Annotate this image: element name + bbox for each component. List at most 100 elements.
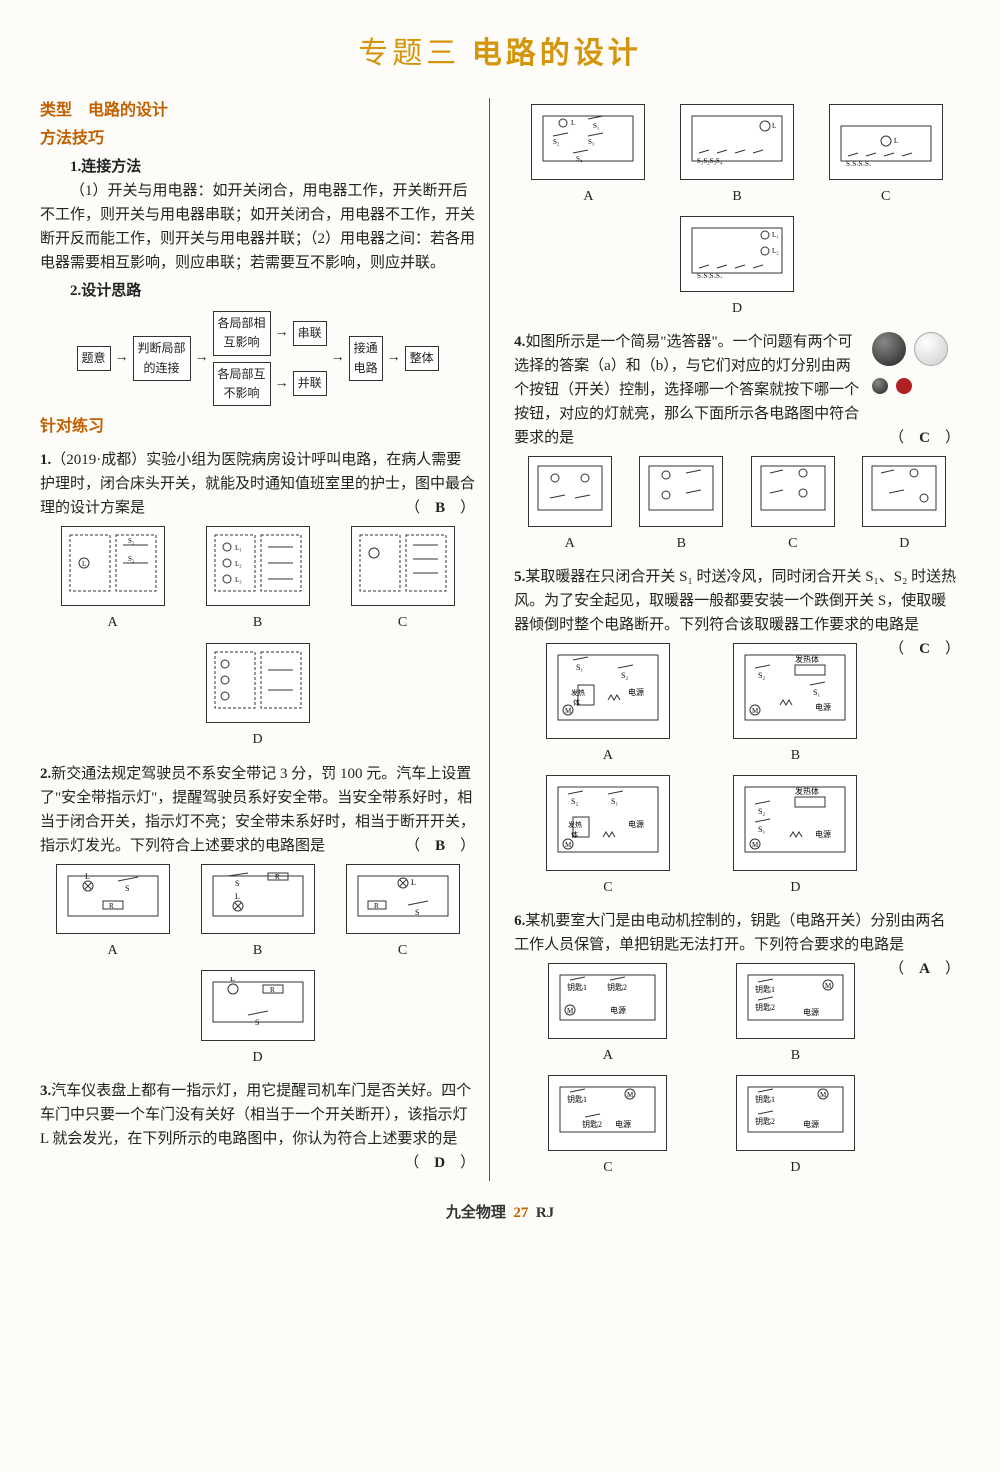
svg-text:钥匙2: 钥匙2 xyxy=(755,1116,775,1126)
question-2: 2.新交通法规定驾驶员不系安全带记 3 分，罚 100 元。汽车上设置了"安全带… xyxy=(40,762,475,858)
svg-text:发热: 发热 xyxy=(571,688,585,697)
option-label: C xyxy=(825,186,947,208)
svg-text:发热体: 发热体 xyxy=(795,654,819,664)
circuit-diagram: 发热体S₂S₁M电源 xyxy=(733,775,857,871)
svg-text:S₄: S₄ xyxy=(576,155,583,163)
svg-text:S₁S₂S₃S₄: S₁S₂S₃S₄ xyxy=(697,272,723,278)
option-label: A xyxy=(524,533,616,555)
option-label: A xyxy=(527,186,649,208)
q3-text: 汽车仪表盘上都有一指示灯，用它提醒司机车门是否关好。四个车门中只要一个车门没有关… xyxy=(40,1083,471,1147)
arrow-icon: → xyxy=(115,347,129,369)
page-footer: 九全物理 27 RJ xyxy=(40,1201,960,1225)
q1-number: 1. xyxy=(40,452,51,468)
svg-text:L: L xyxy=(85,872,90,881)
q1-diagrams: LS₁S₂ A L₁L₂L₃ B C D xyxy=(40,520,475,754)
circuit-diagram xyxy=(351,526,455,607)
footer-edition: RJ xyxy=(536,1205,554,1221)
svg-text:M: M xyxy=(565,841,572,849)
svg-text:S₂: S₂ xyxy=(553,138,560,146)
svg-text:S: S xyxy=(415,908,419,917)
svg-text:L: L xyxy=(82,560,86,568)
svg-text:S₂: S₂ xyxy=(128,555,135,563)
small-button-icon xyxy=(896,378,912,394)
right-column: LS₁S₂S₃S₄ A LS₁S₂S₃S₄ B LS₁S₂S₃S₄ C L₁L₂… xyxy=(510,98,960,1181)
practice-heading: 针对练习 xyxy=(40,414,475,440)
svg-text:M: M xyxy=(567,1007,574,1015)
flow-box-d1: 串联 xyxy=(293,321,327,346)
svg-text:S₂: S₂ xyxy=(758,807,765,816)
option-label: D xyxy=(676,298,798,320)
svg-text:L₂: L₂ xyxy=(772,247,779,255)
svg-text:S₁: S₁ xyxy=(593,122,599,130)
method-heading: 方法技巧 xyxy=(40,126,475,152)
button-b-icon xyxy=(914,332,948,366)
svg-text:S₁: S₁ xyxy=(128,537,134,545)
flow-box-e: 接通 电路 xyxy=(349,336,383,380)
arrow-icon: → xyxy=(387,347,401,369)
svg-text:M: M xyxy=(565,707,572,715)
svg-text:M: M xyxy=(825,982,832,990)
subheading-2: 2.设计思路 xyxy=(40,279,475,303)
circuit-diagram xyxy=(751,456,835,527)
svg-text:电源: 电源 xyxy=(803,1007,819,1017)
option-label: D xyxy=(729,877,861,899)
circuit-diagram: LS₁S₂S₃S₄ xyxy=(680,104,794,180)
svg-text:S₁: S₁ xyxy=(576,663,583,672)
svg-text:电源: 电源 xyxy=(610,1005,626,1015)
q4-diagrams: A B C D xyxy=(514,450,960,557)
option-label: B xyxy=(197,940,319,962)
svg-text:钥匙1: 钥匙1 xyxy=(567,1094,587,1104)
svg-text:L: L xyxy=(571,119,575,127)
option-label: C xyxy=(544,1157,671,1179)
svg-text:L: L xyxy=(772,122,776,130)
svg-text:电源: 电源 xyxy=(628,819,644,829)
option-label: B xyxy=(676,186,798,208)
option-label: B xyxy=(635,533,727,555)
flow-box-f: 整体 xyxy=(405,346,439,371)
option-label: A xyxy=(542,745,674,767)
arrow-icon: → xyxy=(275,322,289,344)
circuit-diagram xyxy=(639,456,723,527)
q3-number: 3. xyxy=(40,1083,51,1099)
circuit-diagram: LRS xyxy=(346,864,460,935)
svg-text:电源: 电源 xyxy=(803,1119,819,1129)
svg-text:M: M xyxy=(820,1091,827,1099)
button-a-icon xyxy=(872,332,906,366)
svg-text:S₁: S₁ xyxy=(611,797,618,806)
svg-text:R: R xyxy=(109,902,114,910)
title-prefix: 专题三 xyxy=(358,37,460,70)
paragraph-1: （1）开关与用电器：如开关闭合，用电器工作，开关断开后不工作，则开关与用电器串联… xyxy=(40,179,475,275)
svg-text:发热: 发热 xyxy=(568,820,582,829)
footer-subject: 九全物理 xyxy=(446,1205,506,1221)
q6-diagrams: 钥匙1钥匙2M电源A 钥匙1钥匙2M电源B 钥匙1M钥匙2电源C 钥匙1M钥匙2… xyxy=(514,957,889,1181)
svg-text:S₁: S₁ xyxy=(813,688,820,697)
svg-text:L: L xyxy=(235,892,240,901)
circuit-diagram: LS₁S₂S₃S₄ xyxy=(531,104,645,180)
question-4: 4.如图所示是一个简易"选答器"。一个问题有两个可选择的答案（a）和（b），与它… xyxy=(514,330,960,450)
option-label: D xyxy=(197,1047,319,1069)
subheading-1: 1.连接方法 xyxy=(40,155,475,179)
question-5: 5.某取暖器在只闭合开关 S₁ 时送冷风，同时闭合开关 S₁、S₂ 时送热风。为… xyxy=(514,565,960,637)
svg-text:电源: 电源 xyxy=(615,1119,631,1129)
question-1: 1.（2019·成都）实验小组为医院病房设计呼叫电路，在病人需要护理时，闭合床头… xyxy=(40,448,475,520)
svg-text:钥匙2: 钥匙2 xyxy=(582,1119,602,1129)
q2-answer: （ B ） xyxy=(405,834,475,858)
svg-text:电源: 电源 xyxy=(815,702,831,712)
question-6: 6.某机要室大门是由电动机控制的，钥匙（电路开关）分别由两名工作人员保管，单把钥… xyxy=(514,909,960,957)
flow-box-d2: 并联 xyxy=(293,371,327,396)
small-button-icon xyxy=(872,378,888,394)
circuit-diagram: 钥匙1M钥匙2电源 xyxy=(548,1075,667,1151)
svg-text:体: 体 xyxy=(571,830,578,839)
page-title: 专题三 电路的设计 xyxy=(40,30,960,78)
svg-text:L₁: L₁ xyxy=(772,231,779,239)
svg-text:S₂: S₂ xyxy=(621,671,628,680)
left-column: 类型 电路的设计 方法技巧 1.连接方法 （1）开关与用电器：如开关闭合，用电器… xyxy=(40,98,490,1181)
q4-text: 如图所示是一个简易"选答器"。一个问题有两个可选择的答案（a）和（b），与它们对… xyxy=(514,334,859,446)
circuit-diagram: SRL xyxy=(201,864,315,935)
option-label: B xyxy=(729,745,861,767)
option-label: D xyxy=(202,729,314,751)
q4-number: 4. xyxy=(514,334,525,350)
svg-text:钥匙1: 钥匙1 xyxy=(755,1094,775,1104)
q5-text: 某取暖器在只闭合开关 S₁ 时送冷风，同时闭合开关 S₁、S₂ 时送热风。为了安… xyxy=(514,569,956,633)
circuit-diagram: S₂S₁发热体M电源 xyxy=(546,775,670,871)
